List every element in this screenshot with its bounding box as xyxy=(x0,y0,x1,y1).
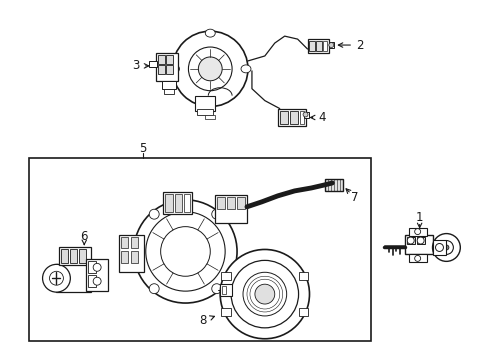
Ellipse shape xyxy=(169,65,179,73)
Bar xyxy=(157,65,164,74)
Circle shape xyxy=(220,249,309,339)
Bar xyxy=(279,111,287,125)
Bar xyxy=(325,179,343,191)
Circle shape xyxy=(145,212,224,291)
Bar xyxy=(277,109,305,126)
Bar xyxy=(119,235,143,272)
Circle shape xyxy=(134,200,237,303)
Circle shape xyxy=(407,237,413,244)
Bar xyxy=(60,247,91,265)
Bar xyxy=(328,42,334,48)
Bar xyxy=(56,264,91,292)
Bar xyxy=(162,81,175,89)
Bar xyxy=(406,237,414,244)
Bar xyxy=(157,55,164,64)
Bar xyxy=(298,272,308,280)
Bar xyxy=(289,111,297,125)
Circle shape xyxy=(414,229,420,235)
Bar xyxy=(70,249,77,264)
Ellipse shape xyxy=(241,65,250,73)
Text: 2: 2 xyxy=(356,39,363,51)
Ellipse shape xyxy=(198,57,222,81)
Circle shape xyxy=(243,272,286,316)
Bar xyxy=(164,194,172,212)
Circle shape xyxy=(303,112,307,117)
Bar xyxy=(303,112,308,118)
Ellipse shape xyxy=(188,47,232,91)
Bar xyxy=(215,195,246,223)
Bar xyxy=(148,61,156,67)
Circle shape xyxy=(93,277,101,285)
Text: 5: 5 xyxy=(139,142,146,155)
Bar xyxy=(165,55,172,64)
Text: 7: 7 xyxy=(351,192,358,204)
Bar xyxy=(61,249,68,264)
Text: 3: 3 xyxy=(132,59,139,72)
Text: 6: 6 xyxy=(81,230,88,243)
Bar xyxy=(299,111,303,125)
Circle shape xyxy=(254,284,274,304)
Bar xyxy=(323,41,326,51)
Bar xyxy=(131,237,138,248)
Circle shape xyxy=(414,255,420,261)
Ellipse shape xyxy=(205,29,215,37)
Bar xyxy=(298,308,308,316)
Bar xyxy=(307,39,328,53)
Bar xyxy=(416,237,424,244)
Bar xyxy=(29,158,370,341)
Bar xyxy=(79,249,86,264)
Circle shape xyxy=(161,227,210,276)
Bar xyxy=(221,308,231,316)
Bar xyxy=(174,194,182,212)
Bar xyxy=(205,114,215,120)
Bar xyxy=(222,286,225,294)
Circle shape xyxy=(93,264,101,271)
Text: 4: 4 xyxy=(318,111,325,124)
Bar xyxy=(408,255,426,262)
Circle shape xyxy=(211,284,221,294)
Bar xyxy=(408,228,426,235)
Text: 1: 1 xyxy=(415,211,423,224)
Bar xyxy=(195,96,215,111)
Circle shape xyxy=(149,284,159,294)
Bar xyxy=(220,284,232,296)
Bar xyxy=(121,237,128,248)
Bar xyxy=(184,194,190,212)
Bar xyxy=(165,65,172,74)
Bar xyxy=(131,251,138,264)
Bar xyxy=(197,109,213,114)
Circle shape xyxy=(416,237,423,244)
Bar xyxy=(309,41,315,51)
Bar xyxy=(226,197,235,209)
Bar xyxy=(88,275,96,287)
Bar xyxy=(163,89,173,94)
Circle shape xyxy=(328,42,333,48)
Bar xyxy=(163,192,192,214)
Bar xyxy=(217,197,224,209)
Bar xyxy=(221,272,231,280)
Circle shape xyxy=(42,264,70,292)
Text: 8: 8 xyxy=(199,314,206,327)
Circle shape xyxy=(435,243,443,251)
Circle shape xyxy=(211,209,221,219)
Circle shape xyxy=(432,234,459,261)
Bar xyxy=(404,235,432,255)
Ellipse shape xyxy=(205,100,215,109)
Circle shape xyxy=(49,271,63,285)
Bar xyxy=(88,261,96,273)
Bar xyxy=(121,251,128,264)
Circle shape xyxy=(443,245,448,250)
Circle shape xyxy=(439,240,452,255)
Bar xyxy=(316,41,322,51)
Circle shape xyxy=(231,260,298,328)
Bar xyxy=(432,239,446,255)
Bar xyxy=(86,260,108,291)
Bar xyxy=(237,197,244,209)
Ellipse shape xyxy=(172,31,247,107)
Circle shape xyxy=(149,209,159,219)
Bar xyxy=(155,53,177,81)
